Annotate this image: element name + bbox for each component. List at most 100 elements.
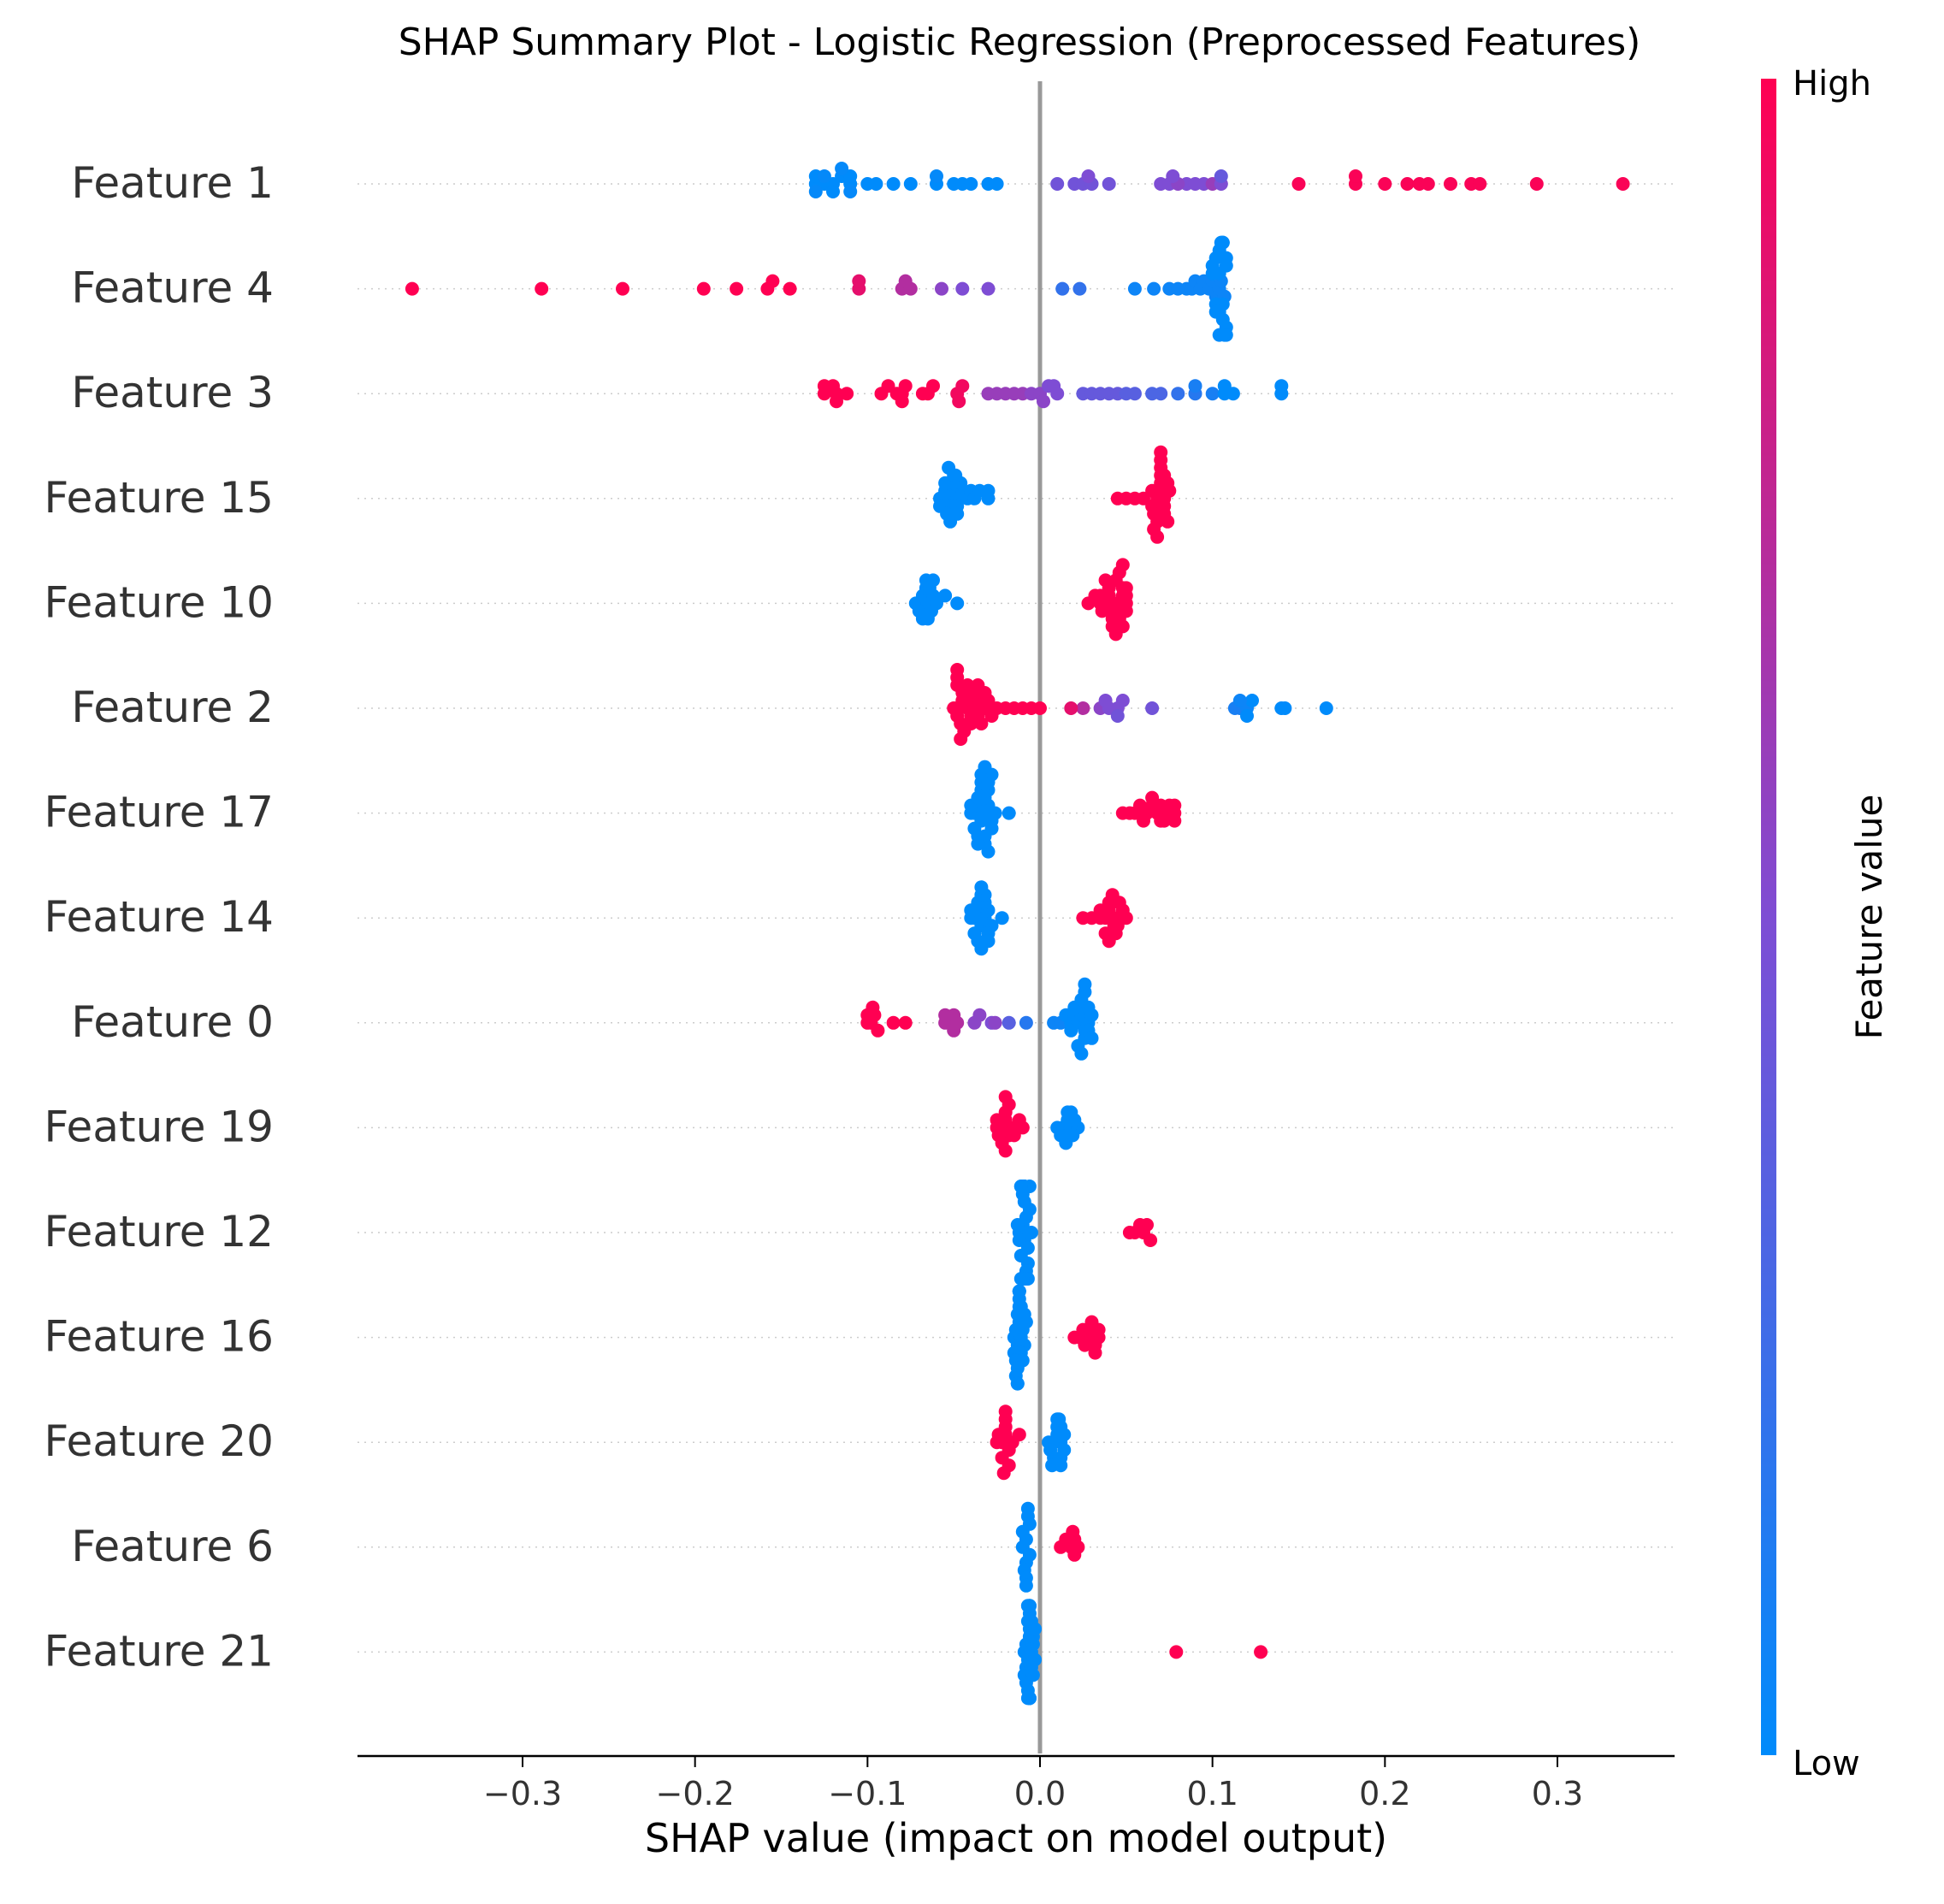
- data-point: [1616, 177, 1630, 191]
- data-point: [1013, 1180, 1028, 1193]
- data-point: [1012, 1284, 1026, 1298]
- colorbar: [1761, 79, 1776, 1755]
- data-point: [948, 468, 963, 482]
- x-tick-label: 0.0: [1014, 1775, 1066, 1812]
- data-point: [930, 169, 943, 183]
- data-point: [974, 942, 989, 956]
- data-point: [950, 596, 965, 611]
- data-point: [1064, 1023, 1078, 1038]
- data-point: [730, 281, 744, 296]
- data-point: [1400, 177, 1415, 191]
- data-point: [852, 274, 866, 288]
- feature-label: Feature 16: [44, 1312, 274, 1362]
- data-point: [1081, 169, 1096, 183]
- data-point: [950, 663, 965, 677]
- data-point: [938, 1008, 953, 1022]
- data-point: [1012, 1233, 1026, 1247]
- data-point: [1157, 468, 1172, 482]
- data-point: [830, 394, 843, 409]
- data-point: [926, 573, 940, 588]
- x-tick-label: 0.3: [1532, 1775, 1583, 1812]
- data-point: [1095, 604, 1109, 618]
- data-point: [765, 274, 780, 288]
- data-point: [1145, 790, 1160, 805]
- data-point: [998, 1090, 1013, 1104]
- data-point: [898, 1015, 913, 1030]
- x-tick-label: 0.2: [1359, 1775, 1410, 1812]
- data-point: [1143, 1233, 1158, 1247]
- data-point: [1078, 977, 1092, 991]
- data-point: [988, 806, 1002, 820]
- data-point: [1274, 379, 1289, 393]
- feature-label: Feature 21: [44, 1626, 274, 1676]
- x-ticks: −0.3 −0.2 −0.1 0.0 0.1 0.2 0.3: [483, 1756, 1583, 1812]
- data-point: [1171, 387, 1185, 401]
- data-point: [960, 678, 975, 692]
- data-point: [1076, 701, 1090, 715]
- data-point: [1084, 1031, 1099, 1045]
- data-point: [1019, 1015, 1033, 1030]
- data-point: [1245, 694, 1259, 707]
- feature-label: Feature 10: [44, 577, 274, 627]
- data-point: [1098, 573, 1113, 588]
- data-point: [1025, 1668, 1040, 1682]
- data-point: [1127, 387, 1142, 401]
- data-point: [971, 837, 985, 851]
- data-point: [1020, 1501, 1035, 1516]
- feature-label: Feature 0: [71, 997, 274, 1047]
- data-point: [869, 177, 883, 191]
- data-point: [1154, 445, 1168, 459]
- data-point: [1473, 177, 1487, 191]
- data-point: [1349, 169, 1362, 183]
- data-point: [535, 281, 549, 296]
- data-point: [991, 1128, 1006, 1143]
- data-point: [1157, 813, 1172, 828]
- data-point: [1010, 1376, 1025, 1391]
- data-point: [1066, 1128, 1080, 1143]
- data-point: [1291, 177, 1306, 191]
- data-point: [1033, 701, 1047, 715]
- data-point: [1147, 281, 1161, 296]
- data-point: [990, 177, 1004, 191]
- data-point: [1110, 709, 1125, 723]
- data-point: [1137, 813, 1150, 828]
- x-tick-label: −0.2: [656, 1775, 735, 1812]
- data-point: [1010, 1218, 1025, 1232]
- data-point: [1240, 709, 1254, 723]
- data-point: [1205, 387, 1220, 401]
- data-point: [1108, 926, 1123, 941]
- data-point: [996, 1466, 1011, 1481]
- data-point: [886, 1015, 901, 1030]
- data-point: [1054, 1458, 1068, 1473]
- data-point: [1022, 1599, 1037, 1613]
- data-point: [988, 1015, 1002, 1030]
- data-point: [1067, 1547, 1082, 1562]
- data-point: [938, 588, 953, 603]
- data-point: [981, 844, 996, 859]
- data-point: [1022, 1691, 1037, 1706]
- x-tick-label: −0.1: [828, 1775, 907, 1812]
- data-point: [1050, 177, 1065, 191]
- data-point: [840, 387, 854, 401]
- data-point: [1167, 798, 1182, 813]
- data-point: [1217, 328, 1232, 342]
- data-point: [1278, 701, 1292, 715]
- data-point: [1078, 1338, 1092, 1352]
- data-point: [696, 281, 711, 296]
- data-point: [1214, 235, 1228, 250]
- data-point: [1112, 896, 1126, 910]
- data-point: [998, 1404, 1013, 1419]
- data-point: [1169, 1645, 1184, 1659]
- data-point: [1232, 694, 1247, 707]
- data-point: [808, 185, 823, 198]
- data-point: [1140, 1218, 1154, 1232]
- feature-labels: Feature 1 Feature 4 Feature 3 Feature 15 Fea…: [44, 158, 274, 1676]
- data-point: [1529, 177, 1544, 191]
- data-point: [1055, 281, 1070, 296]
- data-point: [1166, 169, 1180, 183]
- data-point: [1188, 379, 1202, 393]
- data-point: [1119, 911, 1133, 925]
- data-point: [952, 394, 966, 409]
- feature-label: Feature 14: [44, 892, 274, 942]
